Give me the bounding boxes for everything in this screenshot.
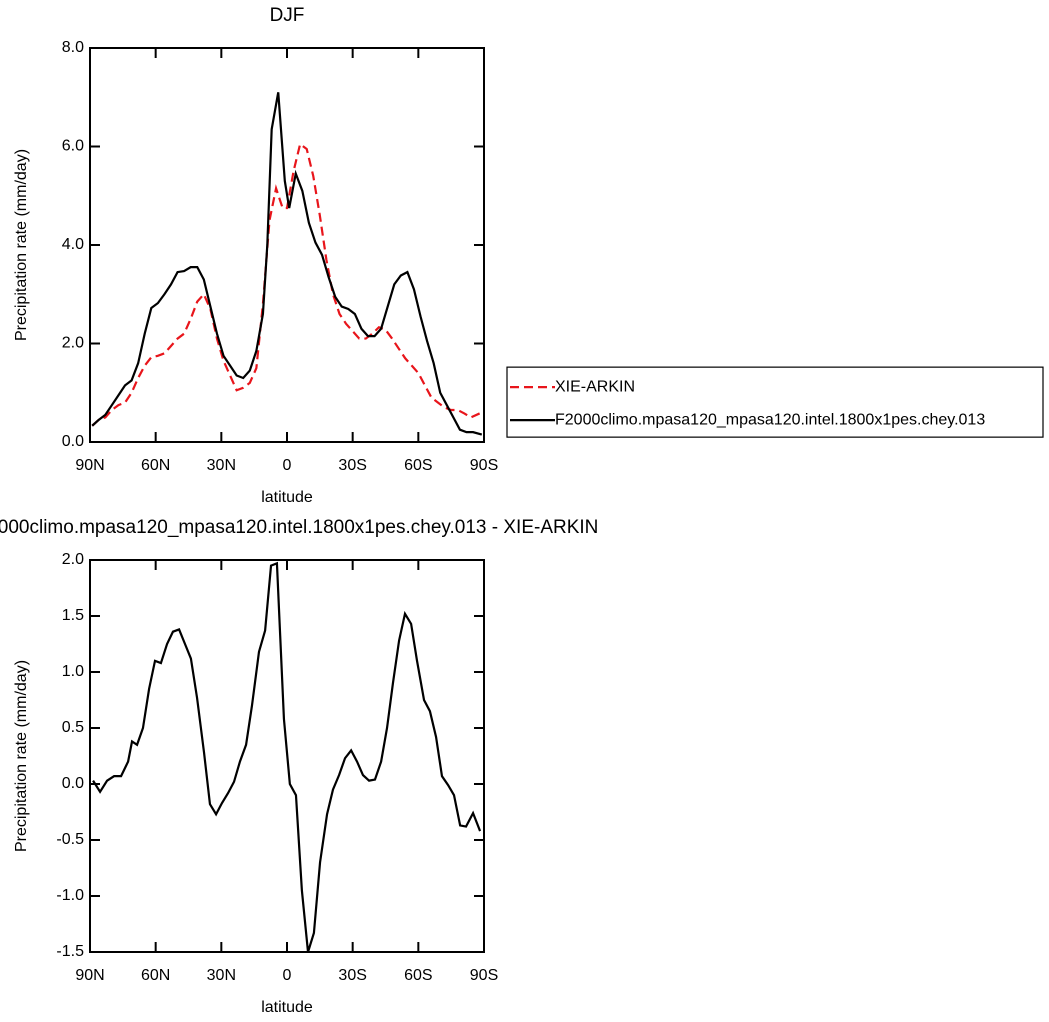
data-line [91,92,483,436]
x-tick-label: 60S [404,457,432,474]
legend-box [506,366,1044,438]
y-tick-label: -1.5 [56,943,84,960]
plot-frame [89,559,485,953]
y-tick-label: 6.0 [62,138,84,155]
x-tick-label: 60N [141,457,170,474]
x-tick-label: 90S [470,967,498,984]
y-tick-label: -0.5 [56,831,84,848]
x-axis-label: latitude [261,489,313,506]
x-tick-label: 60N [141,967,170,984]
x-tick-label: 0 [283,967,292,984]
y-tick-label: 0.0 [62,433,84,450]
x-tick-label: 90N [75,967,104,984]
legend-label: XIE-ARKIN [555,378,635,395]
y-axis-label: Precipitation rate (mm/day) [13,149,30,341]
y-tick-label: 2.0 [62,335,84,352]
x-tick-label: 30S [338,457,366,474]
y-tick-label: 1.0 [62,663,84,680]
x-tick-label: 30N [207,967,236,984]
y-tick-label: -1.0 [56,887,84,904]
x-tick-label: 60S [404,967,432,984]
y-tick-label: 1.5 [62,607,84,624]
data-line [92,561,482,953]
chart-title: F2000climo.mpasa120_mpasa120.intel.1800x… [0,517,598,538]
chart-title: DJF [270,5,305,26]
x-tick-label: 30N [207,457,236,474]
data-line [91,142,481,427]
y-tick-label: 8.0 [62,39,84,56]
y-tick-label: 0.5 [62,719,84,736]
y-tick-label: 2.0 [62,551,84,568]
y-tick-label: 4.0 [62,236,84,253]
x-tick-label: 0 [283,457,292,474]
y-axis-label: Precipitation rate (mm/day) [13,660,30,852]
legend-label: F2000climo.mpasa120_mpasa120.intel.1800x… [555,411,985,428]
y-tick-label: 0.0 [62,775,84,792]
x-tick-label: 90S [470,457,498,474]
x-tick-label: 90N [75,457,104,474]
x-tick-label: 30S [338,967,366,984]
x-axis-label: latitude [261,999,313,1016]
plot-frame [89,47,485,443]
